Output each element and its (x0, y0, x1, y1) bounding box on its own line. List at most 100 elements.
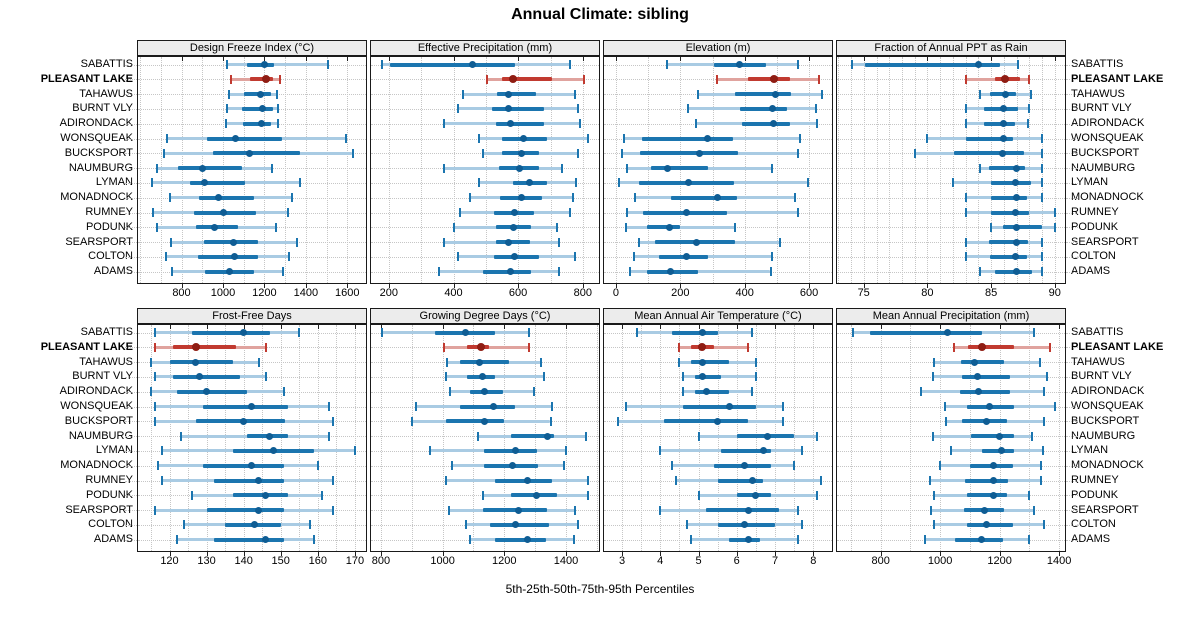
gridline-v (876, 57, 878, 283)
median-dot (231, 135, 239, 142)
whisker-cap (964, 104, 967, 114)
tick-mark-bottom (744, 284, 746, 288)
gridline-v (596, 325, 598, 551)
gridline-h (837, 94, 1065, 96)
whisker-cap (345, 134, 348, 143)
gridline-h-gutter (1066, 465, 1078, 467)
gridline-h-gutter (125, 450, 137, 452)
panel-strip-title: Design Freeze Index (°C) (189, 42, 315, 54)
tick-mark-bottom (354, 552, 356, 556)
tick-mark-bottom (809, 284, 811, 288)
median-dot (714, 417, 722, 425)
whisker-cap (682, 387, 685, 397)
median-dot (504, 105, 512, 113)
iqr-bar (206, 508, 285, 513)
gridline-v (566, 325, 567, 551)
iqr-bar (1002, 225, 1043, 230)
median-dot (215, 194, 223, 202)
axis-tick-label: 800 (172, 287, 191, 299)
whisker-cap (990, 222, 993, 232)
whisker-cap (155, 163, 158, 173)
gridline-v (485, 57, 487, 283)
axis-tick-label: 5 (695, 555, 702, 567)
whisker-cap (557, 267, 560, 277)
site-label-left-adams: ADAMS (93, 533, 133, 546)
gridline-h-gutter (125, 495, 137, 497)
site-label-left-monadnock: MONADNOCK (60, 459, 133, 472)
whisker-cap (697, 89, 699, 99)
iqr-bar (490, 522, 549, 527)
gridline-v (952, 57, 954, 283)
gridline-h-gutter (1066, 108, 1078, 110)
whisker-cap (1032, 328, 1035, 337)
iqr-bar (191, 330, 270, 335)
gridline-v (712, 57, 714, 283)
median-dot (768, 105, 776, 113)
gridline-v (969, 325, 971, 551)
whisker-cap (288, 252, 291, 262)
iqr-bar (991, 210, 1030, 215)
panel-plot-elevation-m- (603, 56, 833, 284)
median-dot (230, 253, 238, 261)
gridline-v (927, 57, 929, 283)
gridline-h-gutter (125, 123, 137, 125)
whisker-cap (442, 237, 445, 247)
whisker-cap (754, 357, 757, 367)
whisker-cap (573, 252, 576, 262)
iqr-bar (178, 166, 242, 171)
gridline-h-gutter (1066, 242, 1078, 244)
median-dot (663, 164, 671, 172)
whisker-cap (674, 476, 677, 485)
tick-mark-bottom (280, 552, 282, 556)
median-dot (508, 462, 516, 470)
whisker-cap (931, 431, 934, 441)
whisker-cap (478, 134, 481, 143)
whisker-cap (978, 163, 981, 173)
whisker-cap (816, 490, 819, 500)
range-whisker (630, 270, 771, 274)
whisker-cap (578, 119, 581, 129)
whisker-cap (618, 178, 621, 188)
whisker-cap (276, 104, 279, 114)
gridline-h (837, 256, 1065, 258)
whisker-cap (228, 89, 231, 99)
whisker-cap (225, 119, 228, 129)
axis-tick-label: 1000 (927, 555, 953, 567)
median-dot (255, 477, 262, 484)
iqr-bar (207, 136, 282, 141)
whisker-cap (449, 387, 452, 397)
whisker-cap (481, 148, 484, 158)
median-dot (736, 61, 744, 68)
gridline-h-gutter (125, 539, 137, 541)
axis-tick-label: 1200 (492, 555, 517, 567)
site-label-left-bucksport: BUCKSPORT (64, 146, 133, 159)
median-dot (511, 253, 519, 261)
median-dot (990, 477, 998, 484)
whisker-cap (153, 402, 156, 411)
gridline-v (411, 325, 413, 551)
median-dot (1013, 194, 1021, 202)
gridline-v (326, 57, 328, 283)
gridline-h-gutter (1066, 436, 1078, 438)
tick-mark-top (940, 325, 942, 329)
median-dot (975, 388, 983, 396)
whisker-cap (153, 342, 156, 352)
gridline-v (1029, 57, 1031, 283)
whisker-cap (572, 193, 575, 203)
whisker-cap (964, 208, 967, 217)
panel-strip-title: Elevation (m) (685, 42, 751, 54)
gridline-h-gutter (125, 108, 137, 110)
tick-mark-bottom (1059, 552, 1061, 556)
whisker-cap (458, 208, 461, 217)
iqr-bar (212, 151, 300, 156)
whisker-cap (716, 74, 719, 84)
whisker-cap (624, 222, 627, 232)
tick-mark-top (504, 325, 506, 329)
iqr-bar (962, 374, 1010, 379)
site-label-right-naumburg: NAUMBURG (1071, 429, 1136, 442)
median-dot (240, 417, 248, 425)
whisker-cap (1040, 476, 1043, 485)
site-label-right-tahawus: TAHAWUS (1071, 87, 1125, 100)
iqr-bar (202, 404, 289, 409)
gridline-v (679, 325, 681, 551)
